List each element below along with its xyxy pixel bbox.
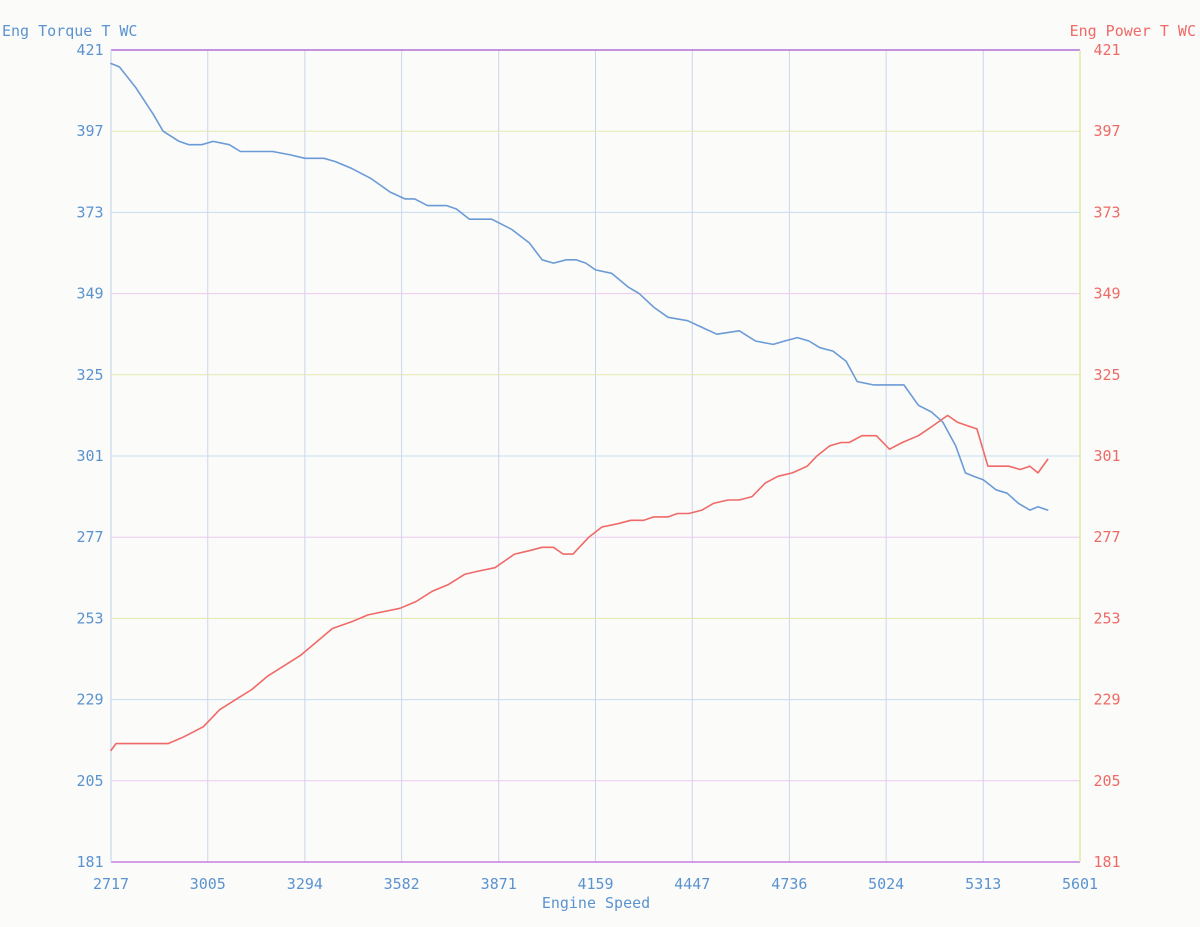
right-y-tick-label: 349	[1093, 285, 1120, 303]
left-y-tick-label: 397	[76, 122, 103, 140]
left-y-tick-label: 349	[76, 285, 103, 303]
torque-series-line	[110, 62, 1049, 511]
x-tick-labels: 2717 3005 3294 3582 3871 4159 4447 4736 5024 5313…	[93, 875, 1098, 893]
plot-frame	[110, 49, 1081, 863]
left-y-tick-label: 205	[76, 772, 103, 790]
right-y-tick-label: 181	[1093, 853, 1120, 871]
x-tick-label: 4447	[674, 875, 710, 893]
left-y-tick-label: 181	[76, 853, 103, 871]
left-y-tick-label: 373	[76, 203, 103, 221]
right-y-tick-labels: 421 397 373 349 325 301 277 253 229 205 181	[1093, 41, 1120, 871]
left-y-tick-labels: 421 397 373 349 325 301 277 253 229 205 181	[76, 41, 103, 871]
right-y-tick-label: 253	[1093, 609, 1120, 627]
left-y-tick-label: 301	[76, 447, 103, 465]
right-y-tick-label: 325	[1093, 366, 1120, 384]
left-y-tick-label: 277	[76, 528, 103, 546]
x-tick-label: 5313	[965, 875, 1001, 893]
left-y-axis-title: Eng Torque T WC	[2, 22, 137, 40]
left-y-tick-label: 421	[76, 41, 103, 59]
right-y-tick-label: 205	[1093, 772, 1120, 790]
right-y-axis-title: Eng Power T WC	[1070, 22, 1196, 40]
x-tick-label: 3005	[190, 875, 226, 893]
x-tick-label: 4736	[771, 875, 807, 893]
right-y-tick-label: 373	[1093, 203, 1120, 221]
x-tick-label: 3871	[481, 875, 517, 893]
left-y-tick-label: 229	[76, 691, 103, 709]
power-series-line	[110, 414, 1049, 752]
left-y-tick-label: 253	[76, 609, 103, 627]
x-axis-title: Engine Speed	[542, 894, 650, 912]
x-tick-label: 2717	[93, 875, 129, 893]
x-tick-label: 4159	[577, 875, 613, 893]
grid-lines	[110, 49, 1081, 863]
x-tick-label: 5601	[1062, 875, 1098, 893]
x-tick-label: 3582	[384, 875, 420, 893]
x-tick-label: 5024	[868, 875, 904, 893]
left-y-tick-label: 325	[76, 366, 103, 384]
series-lines	[110, 62, 1049, 752]
right-y-tick-label: 397	[1093, 122, 1120, 140]
right-y-tick-label: 277	[1093, 528, 1120, 546]
right-y-tick-label: 421	[1093, 41, 1120, 59]
right-y-tick-label: 301	[1093, 447, 1120, 465]
x-tick-label: 3294	[287, 875, 323, 893]
right-y-tick-label: 229	[1093, 691, 1120, 709]
